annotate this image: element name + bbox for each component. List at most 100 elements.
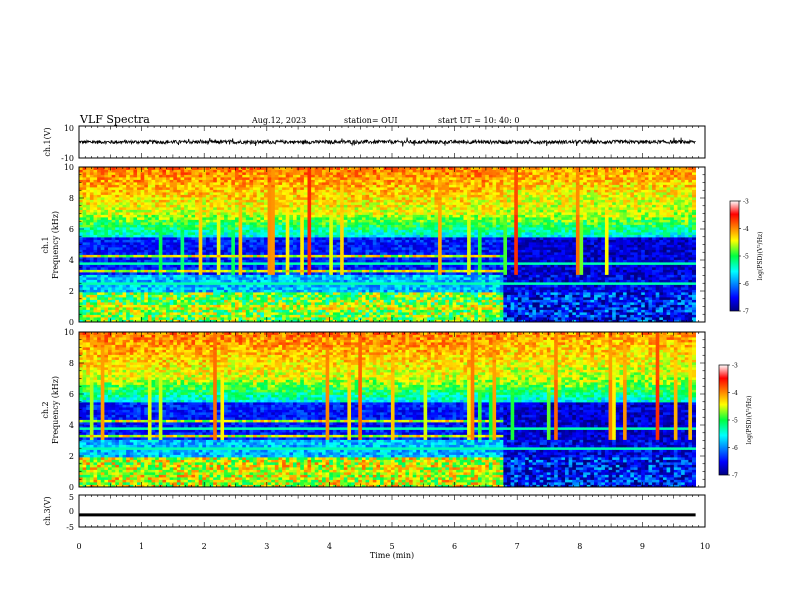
spectrogram-cell xyxy=(176,189,181,193)
spectrogram-cell xyxy=(133,234,138,238)
spectrogram-cell xyxy=(118,294,123,298)
spectrogram-cell xyxy=(169,224,174,228)
spectrogram-cell xyxy=(155,234,160,238)
spectrogram-cell xyxy=(249,242,254,245)
spectrogram-cell xyxy=(82,239,87,243)
spectrogram-cell xyxy=(162,234,167,238)
spectrogram-cell xyxy=(216,252,221,255)
spectrogram-cell xyxy=(108,174,113,178)
spectrogram-cell xyxy=(343,224,348,228)
spectrogram-cell xyxy=(336,254,341,258)
spectrogram-cell xyxy=(231,259,236,263)
spectrogram-cell xyxy=(278,274,283,278)
spectrogram-cell xyxy=(307,312,312,315)
spectrogram-cell xyxy=(220,309,225,313)
spectrogram-cell xyxy=(86,272,91,275)
spectrogram-cell xyxy=(118,199,123,203)
spectrogram-cell xyxy=(289,314,294,318)
spectrogram-cell xyxy=(220,282,225,285)
spectrogram-cell xyxy=(79,292,84,295)
spectrogram-cell xyxy=(89,242,94,245)
spectrogram-cell xyxy=(144,202,149,205)
spectrogram-cell xyxy=(209,252,214,255)
spectrogram-cell xyxy=(351,304,356,308)
spectrogram-cell xyxy=(274,304,279,308)
spectrogram-cell xyxy=(126,314,131,318)
spectrogram-cell xyxy=(122,254,127,258)
spectrogram-cell xyxy=(169,172,174,175)
spectrogram-cell xyxy=(256,237,261,240)
spectrogram-cell xyxy=(354,307,359,310)
spectrogram-cell xyxy=(79,302,84,305)
spectrogram-cell xyxy=(111,264,116,268)
spectrogram-cell xyxy=(176,292,181,295)
spectrogram-cell xyxy=(267,172,272,175)
spectrogram-cell xyxy=(155,177,160,180)
spectrogram-cell xyxy=(285,309,290,313)
spectrogram-cell xyxy=(137,257,142,260)
spectrogram-cell xyxy=(311,194,316,198)
spectrogram-cell xyxy=(227,234,232,238)
spectrogram-cell xyxy=(231,212,236,215)
spectrogram-cell xyxy=(191,279,196,283)
spectrogram-cell xyxy=(267,237,272,240)
spectrogram-cell xyxy=(314,199,319,203)
spectrogram-cell xyxy=(336,262,341,265)
spectrogram-cell xyxy=(231,209,236,213)
spectrogram-cell xyxy=(278,214,283,218)
spectrogram-cell xyxy=(108,257,113,260)
spectrogram-cell xyxy=(245,247,250,250)
spectrogram-cell xyxy=(358,312,363,315)
spectrogram-cell xyxy=(202,282,207,285)
spectrogram-cell xyxy=(180,249,185,253)
spectrogram-cell xyxy=(195,264,200,268)
spectrogram-cell xyxy=(118,227,123,230)
spectrogram-cell xyxy=(137,292,142,295)
spectrogram-cell xyxy=(303,207,308,210)
spectrogram-cell xyxy=(137,217,142,220)
spectrogram-cell xyxy=(289,247,294,250)
spectrogram-cell xyxy=(111,307,116,310)
spectrogram-cell xyxy=(351,209,356,213)
spectrogram-cell xyxy=(115,192,120,195)
spectrogram-cell xyxy=(147,259,152,263)
spectrogram-cell xyxy=(126,199,131,203)
spectrogram-cell xyxy=(220,254,225,258)
spectrogram-cell xyxy=(209,309,214,313)
spectrogram-cell xyxy=(271,299,276,303)
spectrogram-cell xyxy=(82,214,87,218)
spectrogram-cell xyxy=(195,197,200,200)
spectrogram-cell xyxy=(129,289,134,293)
spectrogram-cell xyxy=(303,319,308,323)
spectrogram-cell xyxy=(169,244,174,248)
spectrogram-cell xyxy=(176,262,181,265)
spectrogram-cell xyxy=(325,199,330,203)
spectrogram-cell xyxy=(118,194,123,198)
spectrogram-cell xyxy=(93,209,98,213)
spectrogram-cell xyxy=(162,167,167,170)
spectrogram-cell xyxy=(303,282,308,285)
spectrogram-cell xyxy=(293,167,298,170)
spectrogram-cell xyxy=(158,294,163,298)
spectrogram-cell xyxy=(82,274,87,278)
spectrogram-cell xyxy=(166,269,171,273)
spectrogram-cell xyxy=(242,254,247,258)
spectrogram-cell xyxy=(227,269,232,273)
spectrogram-cell xyxy=(97,169,102,173)
spectrogram-cell xyxy=(307,239,312,243)
spectrogram-cell xyxy=(267,317,272,320)
spectrogram-cell xyxy=(184,312,189,315)
spectrogram-cell xyxy=(263,187,269,190)
spectrogram-cell xyxy=(332,252,337,255)
spectrogram-cell xyxy=(213,289,218,293)
spectrogram-cell xyxy=(271,294,276,298)
spectrogram-cell xyxy=(260,217,265,220)
spectrogram-cell xyxy=(184,167,189,170)
spectrogram-cell xyxy=(263,302,269,305)
spectrogram-cell xyxy=(205,262,210,265)
spectrogram-cell xyxy=(267,199,272,203)
spectrogram-cell xyxy=(282,199,287,203)
spectrogram-cell xyxy=(195,187,200,190)
spectrogram-cell xyxy=(336,199,341,203)
spectrogram-cell xyxy=(332,319,337,323)
